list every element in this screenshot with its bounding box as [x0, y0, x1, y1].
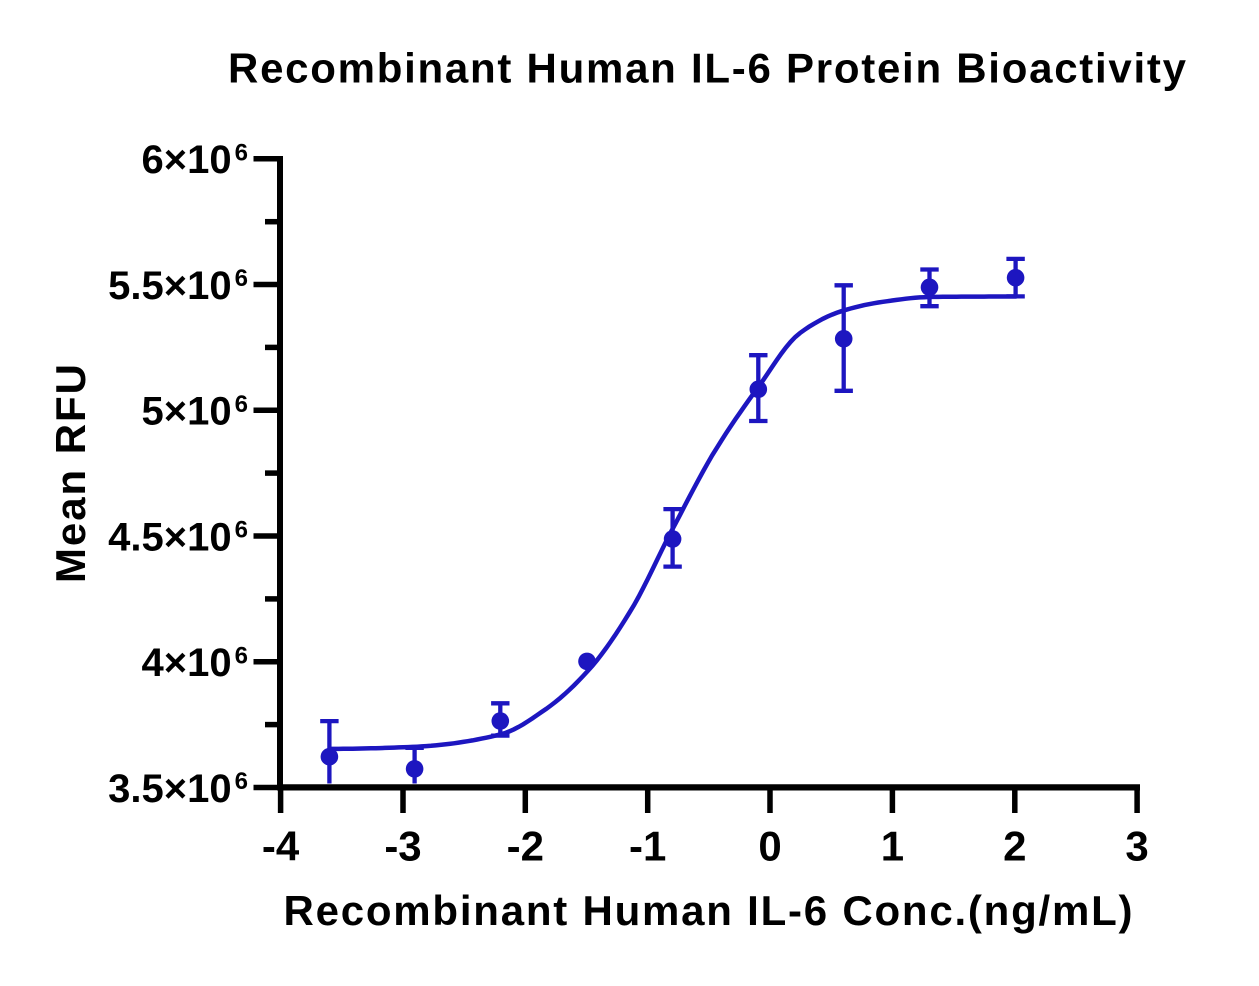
svg-text:Recombinant Human IL-6 Conc.(n: Recombinant Human IL-6 Conc.(ng/mL) — [284, 887, 1133, 934]
svg-text:5.5×106: 5.5×10 6 — [108, 264, 248, 308]
svg-text:-3: -3 — [384, 823, 421, 870]
svg-text:0: 0 — [758, 823, 781, 870]
svg-text:-4: -4 — [262, 823, 300, 870]
svg-text:2: 2 — [1003, 823, 1026, 870]
svg-text:4.5×106: 4.5×10 6 — [108, 515, 248, 559]
svg-text:1: 1 — [881, 823, 904, 870]
svg-text:-1: -1 — [629, 823, 666, 870]
svg-text:-2: -2 — [507, 823, 544, 870]
svg-text:Recombinant Human IL-6 Protein: Recombinant Human IL-6 Protein Bioactivi… — [228, 45, 1187, 92]
svg-text:4×106: 4×10 6 — [142, 641, 248, 685]
svg-text:5×106: 5×10 6 — [142, 390, 248, 434]
svg-text:6×106: 6×10 6 — [142, 138, 248, 182]
svg-text:3: 3 — [1125, 823, 1148, 870]
svg-text:Mean RFU: Mean RFU — [47, 364, 94, 583]
svg-text:3.5×106: 3.5×10 6 — [108, 767, 248, 811]
